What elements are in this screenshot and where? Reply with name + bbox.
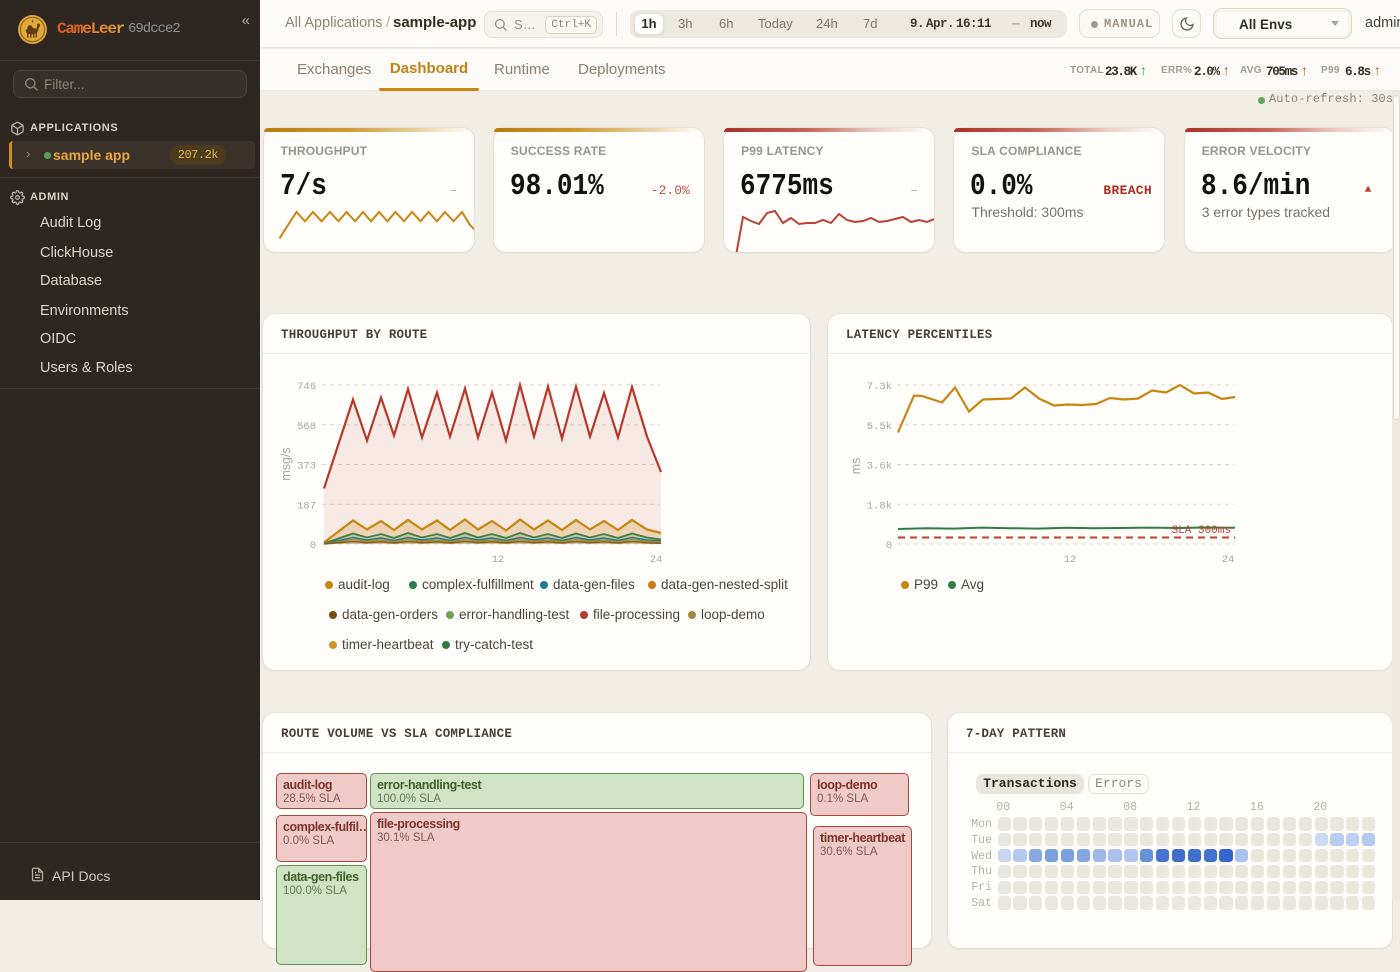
- svg-text:1.8k: 1.8k: [867, 500, 892, 512]
- svg-text:msg/s: msg/s: [279, 447, 293, 480]
- svg-text:24: 24: [1222, 554, 1235, 566]
- svg-text:187: 187: [297, 500, 316, 512]
- svg-text:0: 0: [886, 540, 892, 552]
- svg-text:SLA 300ms: SLA 300ms: [1172, 525, 1231, 537]
- svg-text:24: 24: [650, 554, 663, 566]
- svg-text:ms: ms: [849, 458, 863, 475]
- svg-text:373: 373: [297, 461, 316, 473]
- svg-text:5.5k: 5.5k: [867, 421, 892, 433]
- svg-text:12: 12: [1064, 554, 1077, 566]
- svg-text:7.3k: 7.3k: [867, 381, 892, 393]
- svg-text:746: 746: [297, 381, 316, 393]
- svg-text:12: 12: [492, 554, 505, 566]
- svg-text:568: 568: [297, 421, 316, 433]
- svg-text:0: 0: [310, 540, 316, 552]
- svg-text:3.6k: 3.6k: [867, 461, 892, 473]
